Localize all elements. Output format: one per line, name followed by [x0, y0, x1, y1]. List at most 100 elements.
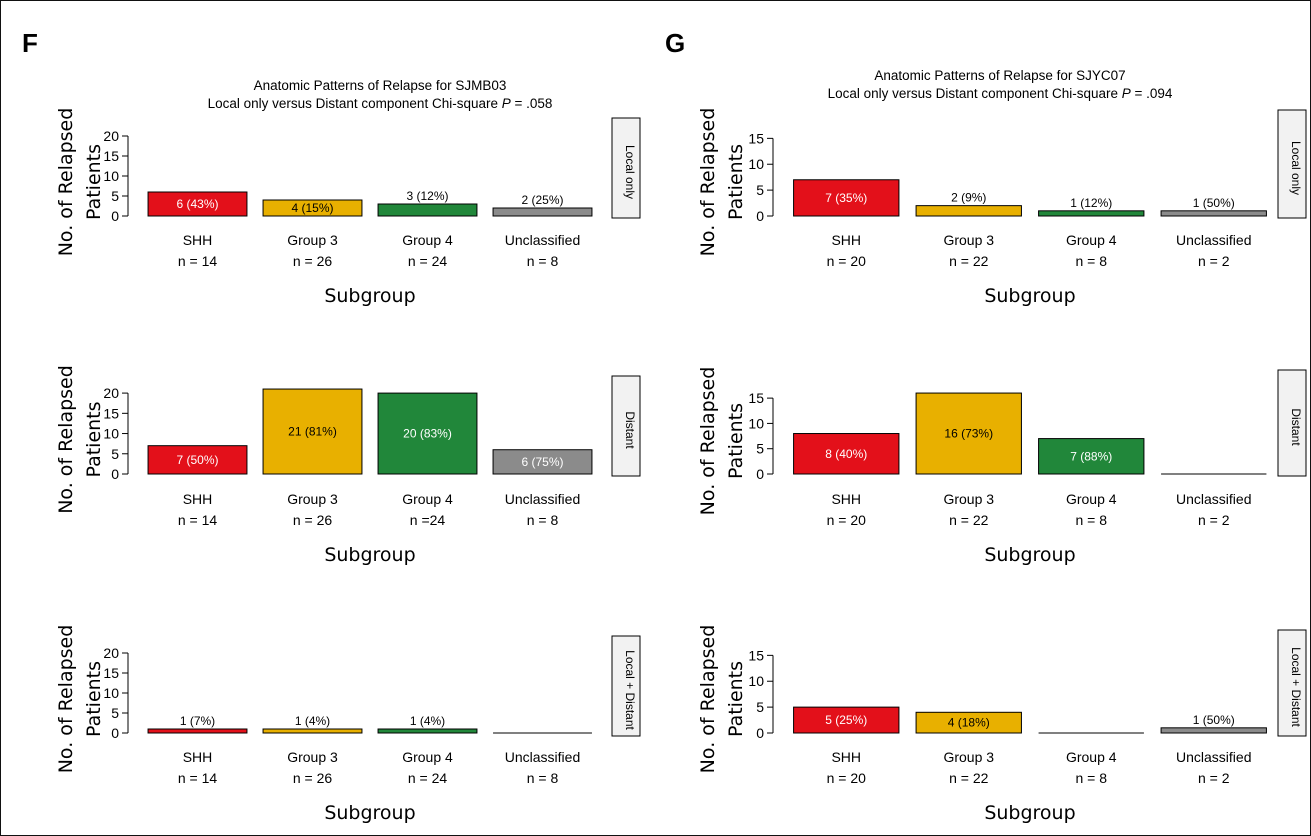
- bar-shh: [147, 445, 248, 475]
- x-tick-label: SHH: [183, 232, 213, 248]
- x-axis-label: Subgroup: [324, 285, 415, 307]
- subplot-local-only: No. of Relapsed Patients 0 5 10 15 20 6 (43%) SH…: [55, 108, 641, 307]
- subplot-local-distant: No. of Relapsed Patients 0 5 10 15 5 (25%) SHH n…: [697, 625, 1307, 824]
- title-p-value: = .058: [511, 96, 553, 111]
- x-tick-label: SHH: [831, 491, 861, 507]
- data-label: 2 (9%): [951, 191, 986, 205]
- x-tick-n-label: n = 22: [949, 512, 989, 528]
- x-axis-label: Subgroup: [324, 802, 415, 824]
- facet-label: Distant: [623, 411, 637, 449]
- subplot-distant: No. of Relapsed Patients 0 5 10 15 20 7 (50%) SH…: [55, 365, 641, 566]
- y-axis-label-line1: No. of Relapsed: [55, 108, 77, 257]
- x-tick-label: Unclassified: [505, 232, 580, 248]
- x-tick-n-label: n = 26: [293, 253, 333, 269]
- chart-title-line1: Anatomic Patterns of Relapse for SJYC07: [874, 68, 1125, 83]
- panels: F Anatomic Patterns of Relapse for SJMB03…: [22, 28, 1307, 824]
- bar-shh: [147, 728, 248, 734]
- data-label: 6 (75%): [521, 455, 563, 469]
- bar-shh: [793, 706, 900, 734]
- x-tick-label: Unclassified: [1176, 232, 1251, 248]
- x-tick-n-label: n = 22: [949, 253, 989, 269]
- subplot-local-only: No. of Relapsed Patients 0 5 10 15 7 (35%) SHH n…: [697, 108, 1307, 307]
- x-tick-label: Group 4: [402, 749, 453, 765]
- title-p-symbol: P: [502, 96, 511, 111]
- data-label: 7 (35%): [825, 191, 867, 205]
- x-tick-label: Group 4: [402, 232, 453, 248]
- y-tick-label: 0: [111, 725, 119, 741]
- x-tick-label: Unclassified: [505, 491, 580, 507]
- data-label: 2 (25%): [521, 193, 563, 207]
- y-axis-label-line1: No. of Relapsed: [55, 365, 77, 514]
- bar-group-4: [1038, 210, 1145, 217]
- x-tick-n-label: n = 8: [1075, 770, 1107, 786]
- facet-label: Distant: [1289, 408, 1303, 446]
- y-tick-label: 5: [756, 182, 764, 198]
- data-label: 1 (12%): [1070, 196, 1112, 210]
- panel-letter: F: [22, 28, 38, 58]
- x-tick-n-label: n = 24: [408, 253, 448, 269]
- x-tick-label: Group 3: [287, 491, 338, 507]
- y-axis-label-line2: Patients: [725, 144, 747, 220]
- x-tick-n-label: n = 14: [178, 512, 218, 528]
- facet-label: Local only: [623, 145, 637, 199]
- bar-group-3: [915, 392, 1022, 475]
- bar-shh: [793, 179, 900, 217]
- data-label: 4 (15%): [291, 201, 333, 215]
- x-tick-n-label: n = 14: [178, 253, 218, 269]
- x-tick-n-label: n = 8: [527, 770, 559, 786]
- x-tick-label: Unclassified: [1176, 491, 1251, 507]
- title-test-name: Local only versus Distant component Chi-…: [828, 86, 1122, 101]
- title-p-value: = .094: [1131, 86, 1173, 101]
- x-tick-n-label: n = 26: [293, 770, 333, 786]
- x-tick-label: Unclassified: [505, 749, 580, 765]
- y-axis-label-line2: Patients: [725, 661, 747, 737]
- bar-unclassified: [1160, 727, 1267, 734]
- chart-title-line2: Local only versus Distant component Chi-…: [828, 86, 1173, 101]
- y-tick-label: 20: [103, 645, 119, 661]
- title-test-name: Local only versus Distant component Chi-…: [208, 96, 502, 111]
- facet-strip: [1277, 369, 1307, 477]
- data-label: 8 (40%): [825, 447, 867, 461]
- bar-group-3: [915, 711, 1022, 734]
- x-tick-n-label: n =24: [410, 512, 446, 528]
- data-label: 7 (88%): [1070, 449, 1112, 463]
- y-tick-label: 0: [756, 466, 764, 482]
- y-tick-label: 5: [111, 188, 119, 204]
- x-axis-label: Subgroup: [324, 544, 415, 566]
- bar-unclassified: [492, 207, 593, 217]
- x-axis-label: Subgroup: [984, 802, 1075, 824]
- bar-unclassified: [492, 449, 593, 475]
- x-tick-label: Group 3: [287, 232, 338, 248]
- y-tick-label: 15: [103, 405, 119, 421]
- y-tick-label: 0: [756, 208, 764, 224]
- x-tick-label: SHH: [183, 491, 213, 507]
- y-tick-label: 5: [756, 441, 764, 457]
- data-label: 1 (4%): [295, 714, 330, 728]
- y-tick-label: 15: [103, 665, 119, 681]
- data-label: 7 (50%): [176, 453, 218, 467]
- y-axis-label-line1: No. of Relapsed: [697, 625, 719, 774]
- y-axis-label-line2: Patients: [83, 661, 105, 737]
- x-tick-label: SHH: [831, 232, 861, 248]
- panel-letter: G: [665, 28, 685, 58]
- chart-title-line1: Anatomic Patterns of Relapse for SJMB03: [254, 78, 507, 93]
- x-tick-n-label: n = 20: [827, 512, 867, 528]
- y-tick-label: 15: [748, 390, 764, 406]
- y-axis-label-line1: No. of Relapsed: [697, 108, 719, 257]
- x-tick-label: Group 4: [402, 491, 453, 507]
- x-tick-n-label: n = 24: [408, 770, 448, 786]
- x-tick-n-label: n = 8: [1075, 512, 1107, 528]
- bar-group-4: [377, 392, 478, 475]
- bar-group-4: [1038, 438, 1145, 475]
- x-tick-label: Group 3: [943, 749, 994, 765]
- bar-shh: [793, 433, 900, 475]
- x-tick-n-label: n = 2: [1198, 512, 1230, 528]
- x-tick-n-label: n = 20: [827, 770, 867, 786]
- facet-label: Local + Distant: [623, 650, 637, 730]
- chart-title-line2: Local only versus Distant component Chi-…: [208, 96, 553, 111]
- y-tick-label: 10: [748, 415, 764, 431]
- x-tick-n-label: n = 22: [949, 770, 989, 786]
- y-axis-label-line1: No. of Relapsed: [55, 625, 77, 774]
- data-label: 16 (73%): [944, 427, 993, 441]
